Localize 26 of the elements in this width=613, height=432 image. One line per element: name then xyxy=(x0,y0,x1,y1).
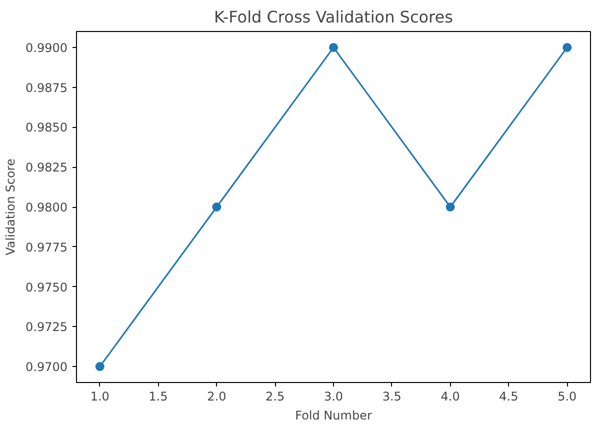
y-tick-label: 0.9850 xyxy=(26,120,68,135)
x-tick-label: 2.0 xyxy=(207,390,226,404)
x-tick-label: 5.0 xyxy=(558,390,577,404)
x-tick-label: 2.5 xyxy=(266,390,285,404)
x-tick-label: 1.5 xyxy=(148,390,168,404)
point xyxy=(446,202,455,212)
point xyxy=(329,42,338,52)
y-tick-label: 0.9750 xyxy=(26,280,68,294)
chart-title: K-Fold Cross Validation Scores xyxy=(214,8,453,26)
y-tick-label: 0.9800 xyxy=(26,200,68,214)
point xyxy=(95,362,104,372)
x-tick-label: 3.0 xyxy=(324,390,344,404)
x-tick-label: 4.5 xyxy=(499,390,518,404)
x-tick-label: 4.0 xyxy=(440,390,460,404)
x-axis-title: Fold Number xyxy=(295,408,372,422)
y-tick-label: 0.9825 xyxy=(26,160,68,175)
x-tick-label: 3.5 xyxy=(382,390,402,404)
y-tick-label: 0.9900 xyxy=(26,40,68,55)
y-tick-label: 0.9700 xyxy=(26,360,68,374)
y-axis-title: Validation Score xyxy=(4,158,18,256)
point xyxy=(212,202,222,212)
y-tick-label: 0.9775 xyxy=(26,240,68,254)
y-tick-label: 0.9725 xyxy=(26,320,68,334)
point xyxy=(562,42,572,52)
y-tick-label: 0.9875 xyxy=(26,80,68,95)
x-tick-label: 1.0 xyxy=(90,390,110,404)
